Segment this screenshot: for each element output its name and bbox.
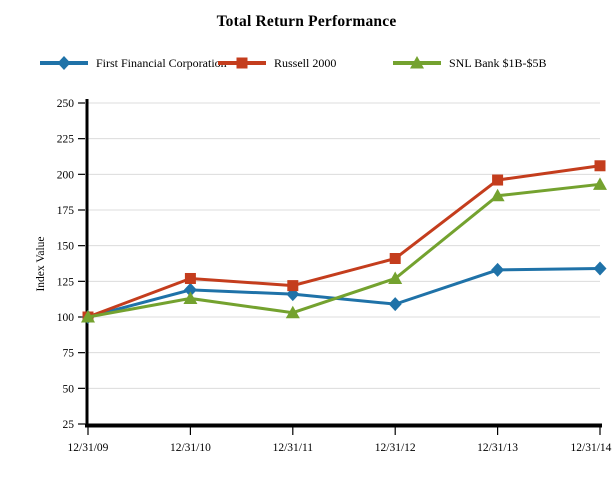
triangle-marker-icon [285,305,300,319]
diamond-marker-icon [183,282,197,297]
square-marker-icon [184,272,196,284]
triangle-marker-icon [410,56,424,69]
y-tick-label: 175 [57,205,75,217]
y-tick-label: 100 [57,312,75,324]
x-tick-label: 12/31/10 [170,442,211,454]
legend-item: Russell 2000 [218,55,336,71]
legend-key-icon [218,57,266,69]
series-line [87,182,601,319]
legend-label: SNL Bank $1B-$5B [449,55,547,70]
square-marker-icon [389,253,401,265]
series-line [87,266,601,319]
legend-label: Russell 2000 [274,55,337,70]
diamond-marker-icon [491,262,505,277]
y-tick-label: 125 [57,276,75,288]
triangle-marker-icon [388,271,403,284]
y-tick-label: 25 [63,419,75,431]
diamond-marker-icon [388,297,402,312]
x-tick-label: 12/31/11 [273,442,314,454]
legend-label: First Financial Corporation [96,55,227,70]
legend-key-icon [40,56,88,70]
legend-key-icon [393,56,441,69]
gridlines [88,102,600,389]
square-marker-icon [594,160,606,172]
triangle-marker-icon [490,188,505,202]
triangle-marker-icon [593,177,607,190]
legend-item: First Financial Corporation [40,55,227,71]
x-tick-label: 12/31/13 [477,442,518,454]
x-tick-label: 12/31/14 [571,442,612,454]
square-marker-icon [492,174,504,186]
y-tick-label: 150 [57,241,75,253]
y-tick-label: 225 [57,134,75,146]
x-tick-label: 12/31/12 [375,442,416,454]
legend-item: SNL Bank $1B-$5B [393,55,547,71]
y-tick-label: 75 [63,348,75,360]
triangle-marker-icon [183,291,198,304]
y-tick-label: 50 [63,383,75,395]
y-tick-label: 200 [57,169,75,181]
diamond-marker-icon [57,56,71,70]
axis-ticks: 25 50 75 100 125 150 175 200 225 250 12/31/09 12/31… [57,98,612,454]
diamond-marker-icon [593,261,607,276]
square-marker-icon [287,280,299,292]
square-marker-icon [236,57,248,69]
data-series [81,160,607,324]
y-tick-label: 250 [57,98,75,110]
chart-title: Total Return Performance [216,13,397,30]
series-line [87,164,601,319]
y-axis-title: Index Value [35,236,47,291]
axes [85,99,602,428]
triangle-marker-icon [81,310,95,323]
x-tick-label: 12/31/09 [68,442,109,454]
